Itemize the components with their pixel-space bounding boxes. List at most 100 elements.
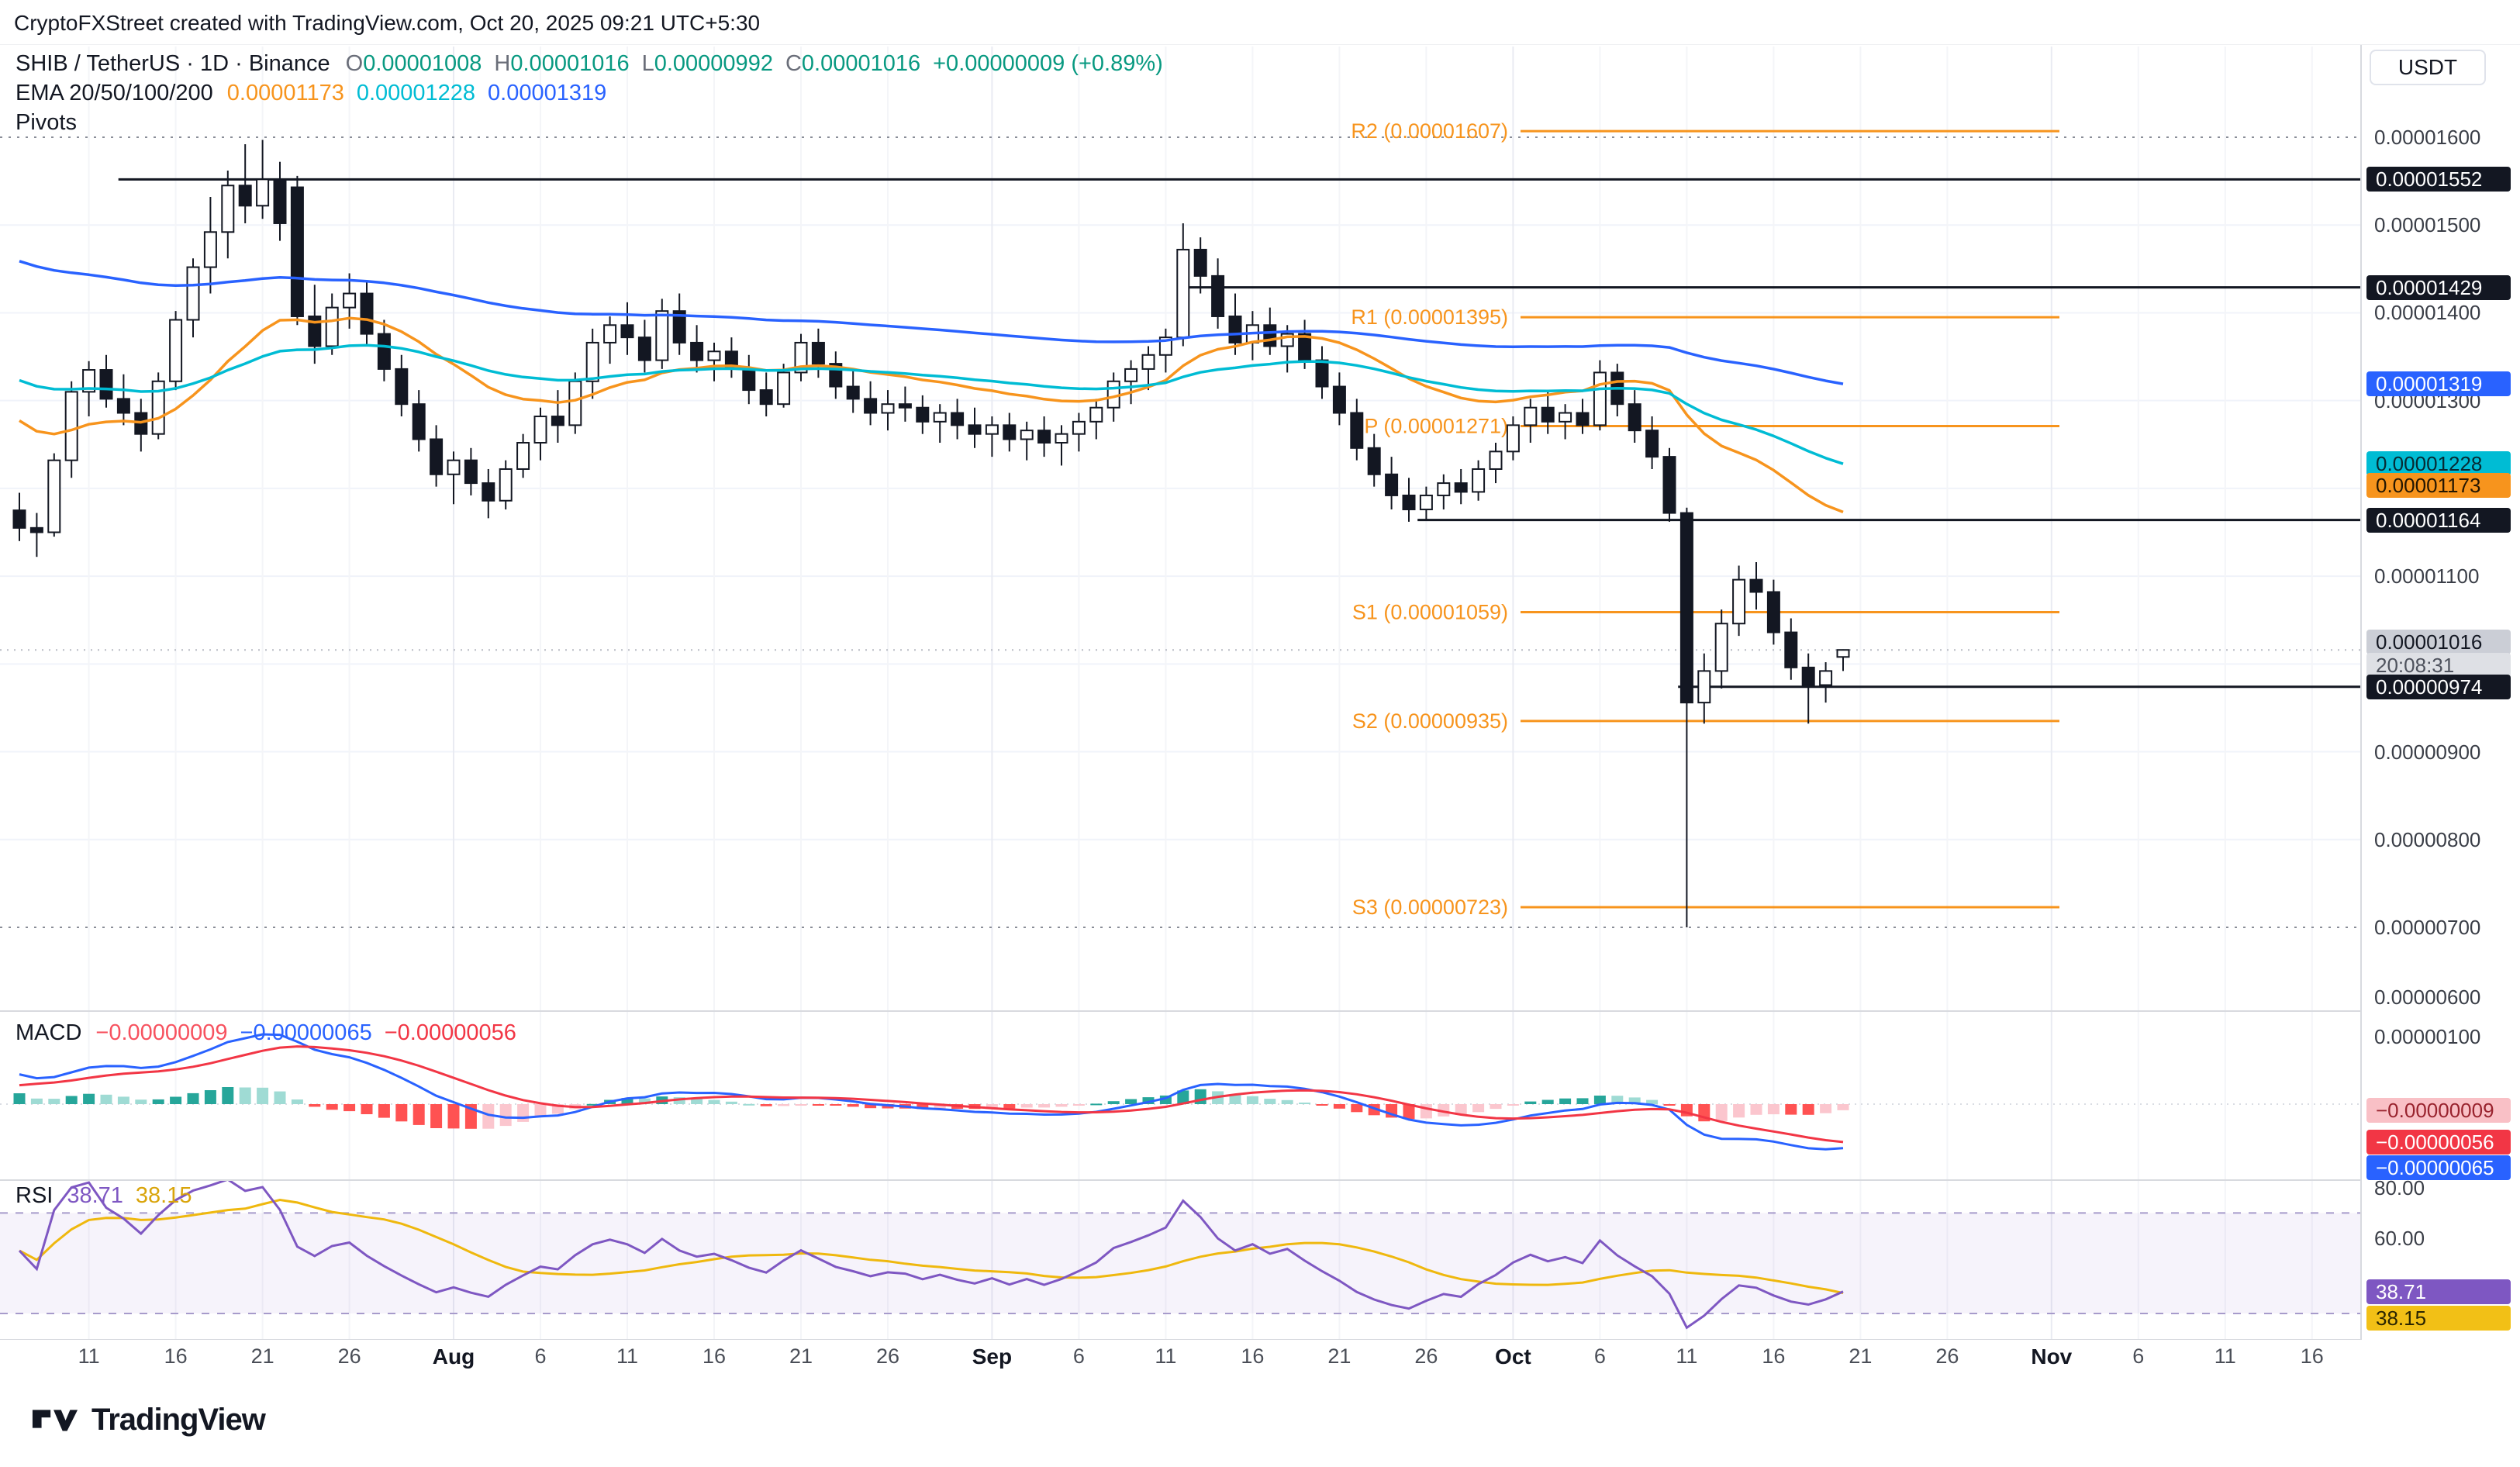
grid-layer bbox=[0, 47, 2360, 1011]
time-tick: 21 bbox=[1327, 1344, 1351, 1368]
time-tick: 11 bbox=[616, 1344, 639, 1368]
macd-badge: −0.00000056 bbox=[2366, 1129, 2511, 1155]
ema100-value: 0.00001319 bbox=[488, 81, 607, 105]
macd-title[interactable]: MACD bbox=[16, 1020, 82, 1045]
rsi-title[interactable]: RSI bbox=[16, 1183, 54, 1208]
ema-layer bbox=[19, 260, 1844, 514]
axis-label: 0.00000600 bbox=[2374, 985, 2481, 1009]
price-badge: 0.00000974 bbox=[2366, 674, 2511, 699]
ema50-value: 0.00001228 bbox=[356, 81, 476, 105]
price-badge: 0.00001429 bbox=[2366, 274, 2511, 300]
time-tick: 21 bbox=[1849, 1344, 1873, 1368]
price-badge: 0.00001228 bbox=[2366, 451, 2511, 477]
candles-layer[interactable] bbox=[12, 140, 1850, 927]
ohlc-close: C0.00001016 bbox=[785, 51, 921, 76]
time-tick: 11 bbox=[1155, 1344, 1177, 1368]
time-tick: 26 bbox=[1935, 1344, 1959, 1368]
macd-legend: MACD −0.00000009 −0.00000065 −0.00000056 bbox=[16, 1020, 529, 1046]
ema-title[interactable]: EMA 20/50/100/200 bbox=[16, 81, 213, 105]
rsi-ma-value: 38.15 bbox=[135, 1183, 192, 1208]
time-tick: Aug bbox=[432, 1344, 475, 1369]
ohlc-open: O0.00001008 bbox=[345, 51, 482, 76]
svg-text:P (0.00001271): P (0.00001271) bbox=[1364, 414, 1508, 437]
chart-area[interactable]: R2 (0.00001607) R1 (0.00001395) P (0.00001… bbox=[0, 0, 2520, 1372]
footer: TradingView bbox=[0, 1372, 2520, 1467]
axis-label: 0.00000900 bbox=[2374, 740, 2481, 764]
indicator-legend: SHIB / TetherUS · 1D · Binance O0.000010… bbox=[16, 51, 1163, 140]
price-badge: 0.00001164 bbox=[2366, 507, 2511, 533]
price-axis-border bbox=[2360, 45, 2362, 1340]
axis-label: 0.00001100 bbox=[2374, 564, 2480, 589]
time-tick: 6 bbox=[534, 1344, 547, 1368]
price-badge: 0.00001016 bbox=[2366, 630, 2511, 655]
rsi-value: 38.71 bbox=[67, 1183, 123, 1208]
time-tick: Sep bbox=[972, 1344, 1013, 1369]
time-tick: 26 bbox=[337, 1344, 361, 1368]
price-badge: 0.00001552 bbox=[2366, 167, 2511, 192]
price-badge: 20:08:31 bbox=[2366, 653, 2511, 678]
time-tick: 16 bbox=[1241, 1344, 1265, 1368]
pane-divider[interactable] bbox=[0, 1010, 2520, 1012]
time-tick: 16 bbox=[2300, 1344, 2324, 1368]
time-tick: 16 bbox=[1762, 1344, 1786, 1368]
tradingview-wordmark: TradingView bbox=[91, 1402, 266, 1437]
axis-label: 0.00001600 bbox=[2374, 126, 2481, 149]
time-tick: 6 bbox=[1593, 1344, 1606, 1368]
price-axis[interactable]: USDT 0.00001600 0.00001500 0.00001400 0.000… bbox=[2362, 0, 2520, 1372]
rsi-badge: 38.15 bbox=[2366, 1305, 2511, 1331]
macd-line-value: −0.00000065 bbox=[240, 1020, 372, 1045]
time-tick: 26 bbox=[1414, 1344, 1438, 1368]
pane-divider[interactable] bbox=[0, 1179, 2520, 1181]
rsi-badge: 38.71 bbox=[2366, 1279, 2511, 1304]
pivot-lines-layer: R2 (0.00001607) R1 (0.00001395) P (0.00001… bbox=[118, 119, 2360, 919]
time-tick: Nov bbox=[2031, 1344, 2073, 1369]
tradingview-logo-icon bbox=[32, 1410, 78, 1431]
time-tick: 21 bbox=[789, 1344, 813, 1368]
time-tick: 11 bbox=[78, 1344, 100, 1368]
time-tick: Oct bbox=[1495, 1344, 1531, 1369]
symbol-row: SHIB / TetherUS · 1D · Binance O0.000010… bbox=[16, 51, 1163, 81]
tradingview-logo[interactable]: TradingView bbox=[31, 1402, 266, 1438]
axis-label: 0.00000100 bbox=[2374, 1024, 2481, 1048]
axis-label: 0.00001500 bbox=[2374, 213, 2481, 237]
time-tick: 11 bbox=[1676, 1344, 1698, 1368]
price-badge: 0.00001319 bbox=[2366, 371, 2511, 397]
watermark-text: CryptoFXStreet created with TradingView.… bbox=[14, 11, 761, 35]
pivots-row: Pivots bbox=[16, 110, 1163, 140]
macd-badge: −0.00000009 bbox=[2366, 1097, 2511, 1123]
axis-label: 0.00000800 bbox=[2374, 827, 2481, 851]
time-tick: 16 bbox=[164, 1344, 188, 1368]
macd-line bbox=[19, 1033, 1844, 1151]
svg-text:R1 (0.00001395): R1 (0.00001395) bbox=[1351, 305, 1508, 329]
time-tick: 26 bbox=[875, 1344, 900, 1368]
change-value: +0.00000009 (+0.89%) bbox=[933, 51, 1163, 76]
time-tick: 11 bbox=[2214, 1344, 2236, 1368]
ema20-value: 0.00001173 bbox=[226, 81, 344, 105]
macd-hist-value: −0.00000009 bbox=[95, 1020, 228, 1045]
macd-signal-line bbox=[19, 1045, 1844, 1144]
rsi-line bbox=[18, 1180, 1844, 1330]
axis-label: 0.00001400 bbox=[2374, 301, 2481, 325]
axis-label: 0.00000700 bbox=[2374, 915, 2481, 939]
price-badge: 0.00001173 bbox=[2366, 473, 2511, 499]
pivots-title[interactable]: Pivots bbox=[16, 110, 77, 135]
svg-text:R2 (0.00001607): R2 (0.00001607) bbox=[1351, 119, 1508, 143]
svg-text:S2 (0.00000935): S2 (0.00000935) bbox=[1352, 709, 1508, 733]
rsi-ma-line bbox=[19, 1198, 1844, 1295]
axis-label: 60.00 bbox=[2374, 1226, 2425, 1250]
rsi-pane[interactable] bbox=[0, 1180, 2360, 1340]
time-tick: 16 bbox=[702, 1344, 727, 1368]
rsi-legend: RSI 38.71 38.15 bbox=[16, 1183, 205, 1209]
macd-pane[interactable] bbox=[0, 1011, 2360, 1180]
currency-label[interactable]: USDT bbox=[2370, 50, 2486, 85]
watermark-bar: CryptoFXStreet created with TradingView.… bbox=[0, 0, 2520, 45]
time-tick: 6 bbox=[1072, 1344, 1085, 1368]
time-tick: 6 bbox=[2132, 1344, 2145, 1368]
symbol-title[interactable]: SHIB / TetherUS · 1D · Binance bbox=[16, 51, 330, 76]
ohlc-low: L0.00000992 bbox=[641, 51, 773, 76]
macd-badge: −0.00000065 bbox=[2366, 1155, 2511, 1180]
ohlc-high: H0.00001016 bbox=[494, 51, 630, 76]
macd-signal-value: −0.00000056 bbox=[384, 1020, 516, 1045]
time-axis[interactable]: 11 16 21 26 Aug 6 11 16 21 26 Sep 6 11 16 21 26 Oct 6 11 16… bbox=[0, 1340, 2520, 1372]
main-price-pane[interactable]: R2 (0.00001607) R1 (0.00001395) P (0.00001… bbox=[0, 0, 2360, 1011]
